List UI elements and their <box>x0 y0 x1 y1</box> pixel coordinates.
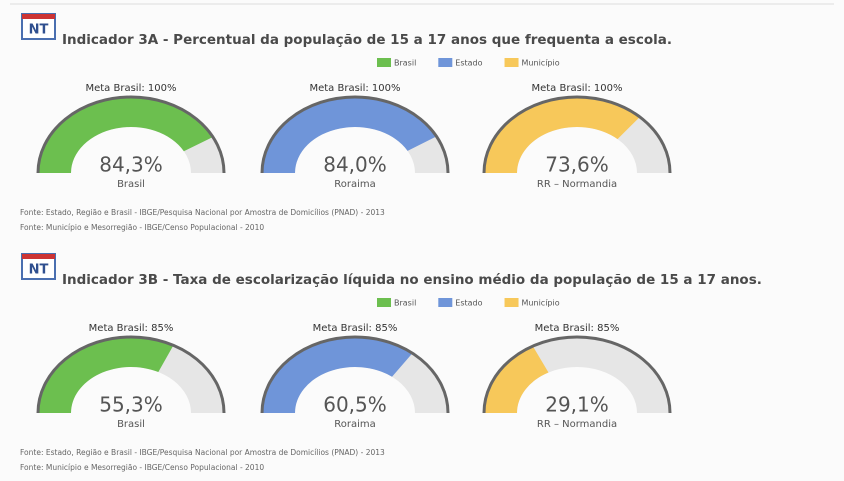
legend-label: Brasil <box>394 299 416 308</box>
target-label: Meta Brasil: 100% <box>85 83 176 94</box>
gauge-fill <box>38 96 213 173</box>
legend-label: Brasil <box>394 59 416 68</box>
legend-label: Município <box>522 299 560 308</box>
legend-swatch <box>504 298 519 307</box>
gauge-label: Brasil <box>117 179 145 190</box>
gauge-label: RR – Normandia <box>537 419 617 430</box>
badge-text: NT <box>29 263 49 278</box>
gauge-fill <box>484 346 549 413</box>
target-label: Meta Brasil: 85% <box>89 323 174 334</box>
panel-title: Indicador 3B - Taxa de escolarização líq… <box>62 272 762 288</box>
gauge-label: Brasil <box>117 419 145 430</box>
target-label: Meta Brasil: 85% <box>535 323 620 334</box>
gauge-label: Roraima <box>334 179 376 190</box>
legend-label: Estado <box>455 299 482 308</box>
legend-label: Município <box>522 59 560 68</box>
badge-stripe <box>22 254 55 259</box>
legend-swatch <box>438 58 453 67</box>
source-note: Fonte: Estado, Região e Brasil - IBGE/Pe… <box>20 208 385 217</box>
gauge-value: 29,1% <box>545 393 609 417</box>
badge-text: NT <box>29 23 49 38</box>
source-note: Fonte: Município e Mesorregião - IBGE/Ce… <box>20 223 264 232</box>
gauge-value: 84,0% <box>323 153 387 177</box>
target-label: Meta Brasil: 85% <box>313 323 398 334</box>
gauge-value: 84,3% <box>99 153 163 177</box>
gauge-value: 73,6% <box>545 153 609 177</box>
gauge-outline <box>36 95 226 174</box>
panel-title: Indicador 3A - Percentual da população d… <box>62 32 672 48</box>
target-label: Meta Brasil: 100% <box>309 83 400 94</box>
gauge-fill <box>262 97 437 173</box>
gauge-fill <box>484 96 640 173</box>
gauge-fill <box>262 337 413 413</box>
gauge-label: RR – Normandia <box>537 179 617 190</box>
gauge-outline <box>482 335 672 414</box>
target-label: Meta Brasil: 100% <box>531 83 622 94</box>
gauge-outline <box>260 95 450 174</box>
legend-swatch <box>438 298 453 307</box>
legend-swatch <box>377 298 391 307</box>
source-note: Fonte: Estado, Região e Brasil - IBGE/Pe… <box>20 448 385 457</box>
gauge-outline <box>482 95 672 174</box>
gauge-value: 60,5% <box>323 393 387 417</box>
gauge-label: Roraima <box>334 419 376 430</box>
gauge-outline <box>36 335 226 414</box>
gauge-value: 55,3% <box>99 393 163 417</box>
legend-swatch <box>377 58 391 67</box>
badge-stripe <box>22 14 55 19</box>
gauge-outline <box>260 335 450 414</box>
legend-label: Estado <box>455 59 482 68</box>
legend-swatch <box>504 58 519 67</box>
source-note: Fonte: Município e Mesorregião - IBGE/Ce… <box>20 463 264 472</box>
